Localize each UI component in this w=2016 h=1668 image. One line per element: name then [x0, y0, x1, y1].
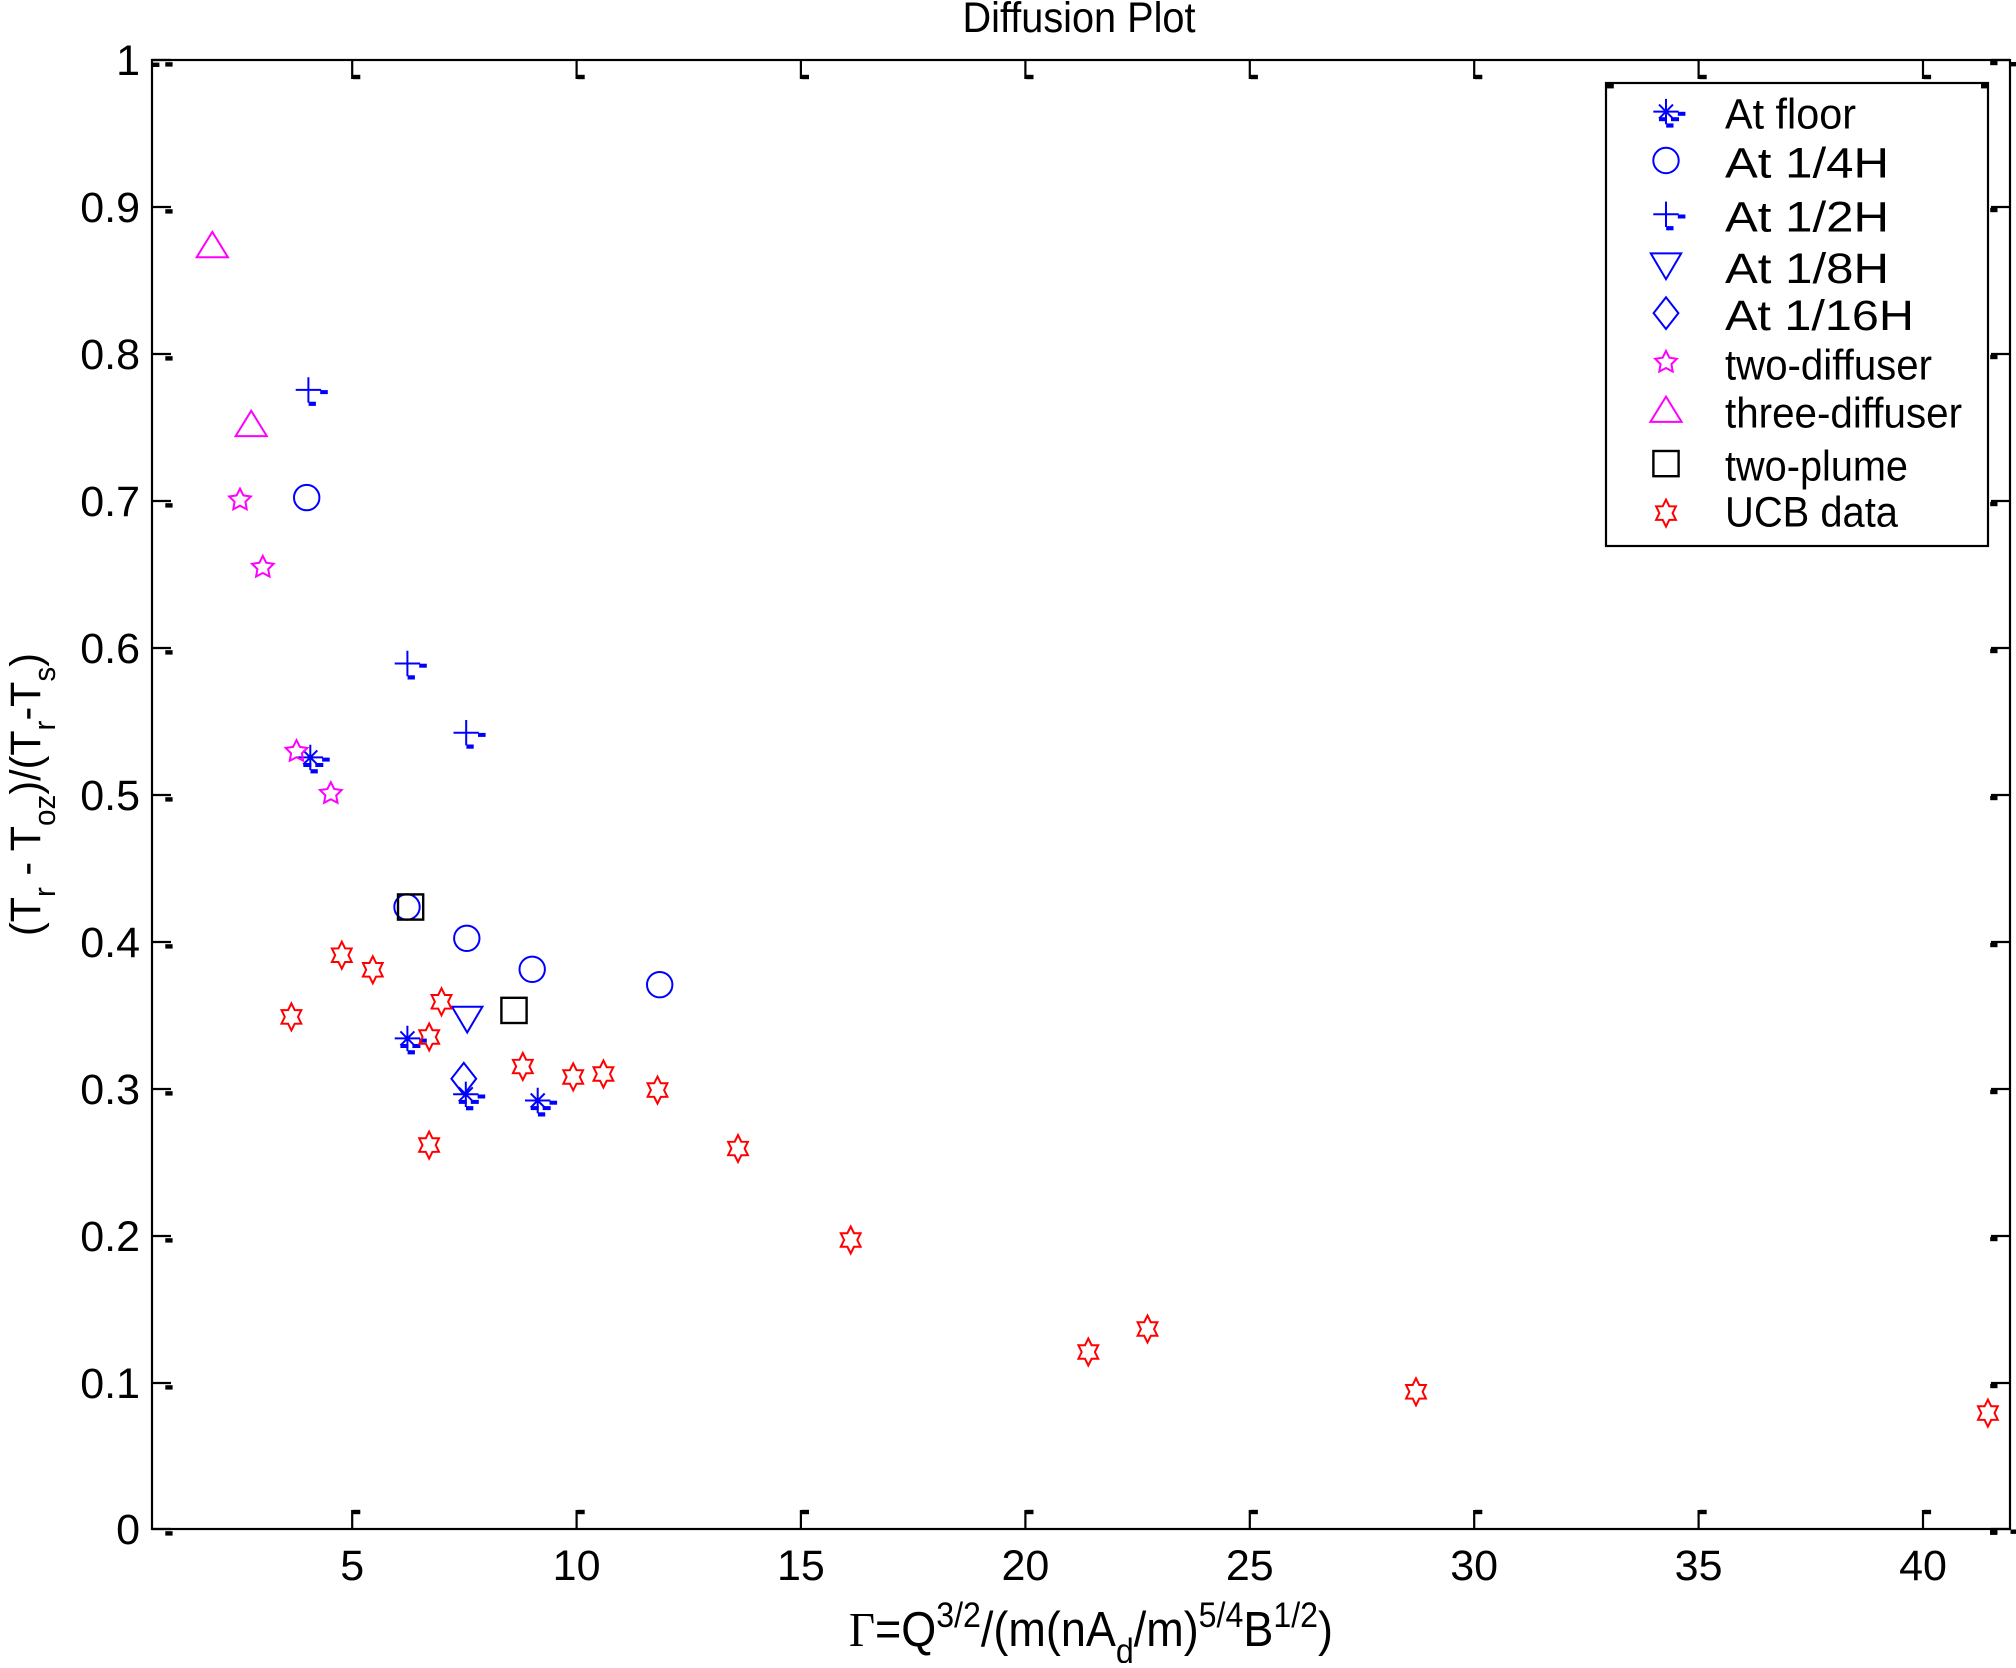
- svg-text:At 1/4H: At 1/4H: [1725, 140, 1889, 188]
- svg-text:0.4: 0.4: [80, 919, 140, 967]
- svg-text:three-diffuser: three-diffuser: [1725, 390, 1962, 438]
- svg-text:35: 35: [1675, 1542, 1723, 1590]
- svg-text:1: 1: [116, 37, 140, 85]
- svg-text:At floor: At floor: [1725, 91, 1856, 139]
- svg-text:20: 20: [1001, 1542, 1049, 1590]
- svg-text:0.1: 0.1: [80, 1360, 140, 1408]
- svg-text:0.5: 0.5: [80, 772, 140, 820]
- svg-text:15: 15: [777, 1542, 825, 1590]
- svg-text:0: 0: [116, 1506, 140, 1554]
- svg-text:At 1/2H: At 1/2H: [1725, 193, 1889, 241]
- svg-text:40: 40: [1899, 1542, 1947, 1590]
- svg-text:5: 5: [340, 1542, 364, 1590]
- svg-text:Γ=Q3/2/(m(nAd/m)5/4B1/2): Γ=Q3/2/(m(nAd/m)5/4B1/2): [849, 1596, 1333, 1663]
- svg-text:10: 10: [553, 1542, 601, 1590]
- svg-text:At 1/16H: At 1/16H: [1725, 292, 1914, 340]
- svg-text:two-diffuser: two-diffuser: [1725, 341, 1932, 389]
- svg-text:30: 30: [1450, 1542, 1498, 1590]
- svg-text:0.3: 0.3: [80, 1066, 140, 1114]
- svg-text:Diffusion Plot: Diffusion Plot: [963, 0, 1196, 42]
- svg-text:0.7: 0.7: [80, 478, 140, 526]
- svg-text:0.9: 0.9: [80, 184, 140, 232]
- svg-text:0.2: 0.2: [80, 1213, 140, 1261]
- svg-text:0.6: 0.6: [80, 625, 140, 673]
- svg-text:25: 25: [1226, 1542, 1274, 1590]
- svg-text:UCB data: UCB data: [1725, 489, 1898, 537]
- svg-text:two-plume: two-plume: [1725, 443, 1908, 491]
- svg-text:0.8: 0.8: [80, 331, 140, 379]
- svg-text:At 1/8H: At 1/8H: [1725, 245, 1889, 293]
